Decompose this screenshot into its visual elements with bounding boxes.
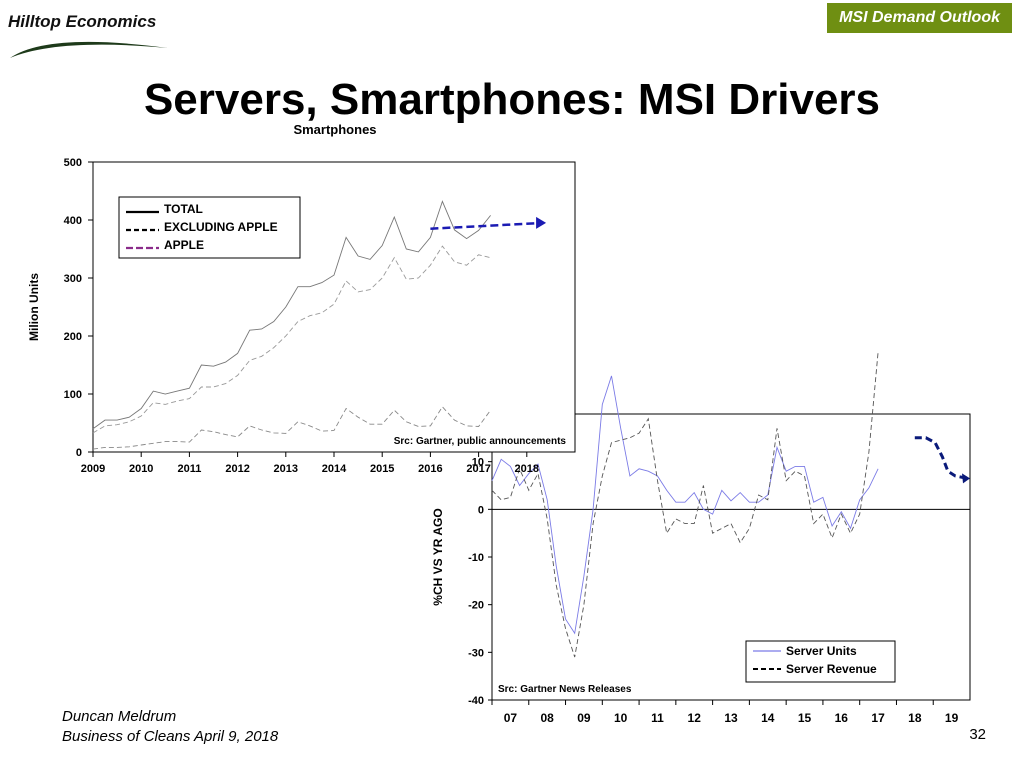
arrow-head-icon <box>536 216 547 229</box>
smartphones-x-tick-label: 2009 <box>81 463 105 475</box>
server-x-tick-label: 13 <box>724 711 738 725</box>
page-title: Servers, Smartphones: MSI Drivers <box>143 75 881 124</box>
server-source-note: Src: Gartner News Releases <box>498 684 632 695</box>
smartphones-source-note: Src: Gartner, public announcements <box>394 436 567 447</box>
server-y-tick-label: -40 <box>468 695 484 707</box>
series-line-server-revenue <box>491 351 879 658</box>
server-plot-frame <box>491 413 971 701</box>
smartphones-x-tick-label: 2018 <box>515 463 539 475</box>
series-line-server-units <box>491 375 879 635</box>
legend-label-server-revenue: Server Revenue <box>786 662 877 676</box>
smartphones-x-tick-label: 2014 <box>322 463 347 475</box>
smartphones-y-tick-label: 300 <box>64 273 82 285</box>
smartphones-x-tick-label: 2010 <box>129 463 153 475</box>
server-chart: 20100-10-20-30-4007080910111213141516171… <box>431 351 971 725</box>
server-x-tick-label: 18 <box>908 711 922 725</box>
server-x-tick-label: 10 <box>614 711 628 725</box>
smartphones-y-tick-label: 400 <box>64 215 82 227</box>
server-y-tick-label: -20 <box>468 600 484 612</box>
smartphones-x-tick-label: 2016 <box>418 463 442 475</box>
server-y-tick-label: -10 <box>468 552 484 564</box>
smartphones-y-tick-label: 100 <box>64 389 82 401</box>
smartphones-x-tick-label: 2015 <box>370 463 394 475</box>
server-forecast-arrow <box>914 436 971 480</box>
legend-label-apple: APPLE <box>164 238 204 252</box>
server-x-tick-label: 16 <box>835 711 849 725</box>
server-x-tick-label: 07 <box>504 711 518 725</box>
smartphones-y-tick-label: 0 <box>76 447 82 459</box>
section-badge: MSI Demand Outlook <box>827 3 1012 33</box>
server-x-tick-label: 12 <box>688 711 702 725</box>
smartphones-trend-arrow <box>430 221 539 230</box>
series-line-total <box>92 200 491 430</box>
server-y-tick-label: -30 <box>468 647 484 659</box>
smartphones-y-tick-label: 500 <box>64 157 82 169</box>
footer-event: Business of Cleans April 9, 2018 <box>62 728 279 745</box>
hilltop-logo: Hilltop Economics <box>8 10 178 60</box>
server-x-tick-label: 08 <box>540 711 554 725</box>
server-x-tick-label: 17 <box>871 711 885 725</box>
series-line-apple <box>92 406 491 450</box>
smartphones-chart: 500 400 300 200 100 0 2009 2010 2011 2012 2013 2014… <box>27 122 576 475</box>
logo-swoosh-icon <box>10 41 168 58</box>
smartphones-x-tick-label: 2011 <box>177 463 201 475</box>
server-x-tick-label: 09 <box>577 711 591 725</box>
server-y-axis-label: %CH VS YR AGO <box>431 508 445 605</box>
logo-text: Hilltop Economics <box>8 12 157 31</box>
server-x-tick-label: 19 <box>945 711 959 725</box>
page-number: 32 <box>969 726 986 743</box>
smartphones-chart-title: Smartphones <box>293 122 376 137</box>
legend-label-total: TOTAL <box>164 202 203 216</box>
smartphones-y-tick-label: 200 <box>64 331 82 343</box>
footer-author: Duncan Meldrum <box>62 708 177 725</box>
server-x-tick-label: 11 <box>651 711 664 725</box>
smartphones-x-tick-label: 2017 <box>466 463 490 475</box>
server-x-tick-label: 15 <box>798 711 812 725</box>
server-x-tick-label: 14 <box>761 711 775 725</box>
server-y-tick-label: 10 <box>472 457 484 469</box>
server-legend-box <box>745 640 896 683</box>
smartphones-x-tick-label: 2012 <box>225 463 249 475</box>
smartphones-y-axis-label: Milion Units <box>27 273 41 341</box>
legend-label-server-units: Server Units <box>786 644 857 658</box>
series-line-excluding-apple <box>92 245 491 434</box>
server-y-tick-label: 0 <box>478 504 484 516</box>
legend-label-excluding-apple: EXCLUDING APPLE <box>164 220 278 234</box>
smartphones-x-tick-label: 2013 <box>274 463 298 475</box>
arrow-head-icon <box>962 473 970 484</box>
